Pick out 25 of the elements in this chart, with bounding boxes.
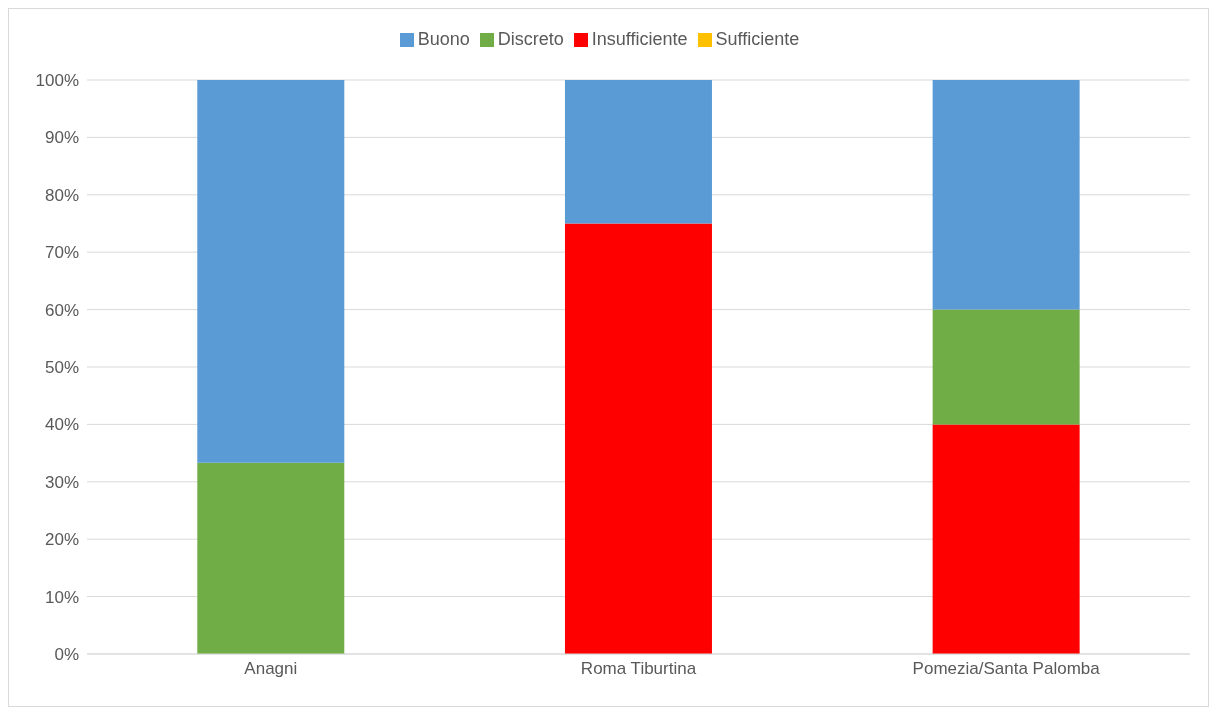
legend-label: Discreto [497,29,564,49]
y-tick-label: 30% [44,472,79,492]
bar [564,80,712,224]
x-tick-label: Pomezia/Santa Palomba [912,659,1101,679]
y-tick-label: 50% [44,358,79,378]
bar [197,462,345,654]
y-tick-label: 0% [54,645,79,665]
y-tick-label: 10% [44,587,79,607]
legend-label: Buono [417,29,470,49]
bar [197,80,345,463]
legend-label: Sufficiente [715,29,800,49]
legend-label: Insufficiente [591,29,688,49]
y-tick-label: 70% [44,243,79,263]
y-tick-label: 90% [44,128,79,148]
x-tick-label: Anagni [244,659,298,679]
y-tick-label: 40% [44,415,79,435]
bar [932,80,1080,310]
bar [932,309,1080,425]
y-tick-label: 20% [44,530,79,550]
bar [564,223,712,654]
y-tick-label: 100% [35,71,79,91]
x-tick-label: Roma Tiburtina [580,659,697,679]
bar [932,424,1080,654]
y-tick-label: 80% [44,185,79,205]
y-tick-label: 60% [44,300,79,320]
